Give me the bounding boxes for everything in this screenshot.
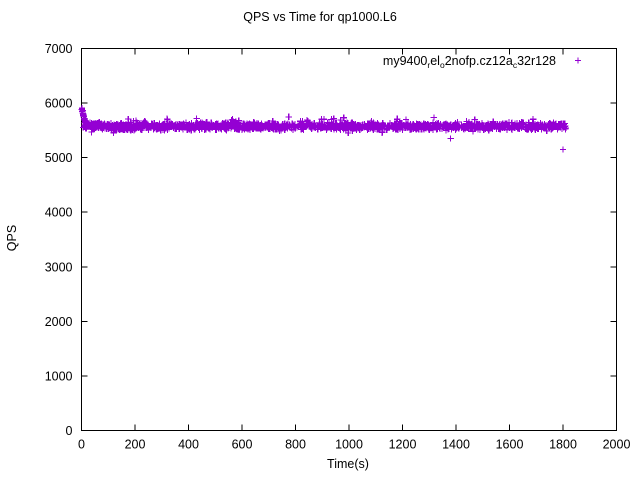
y-tick-label: 5000: [45, 151, 73, 165]
x-tick-label: 1400: [442, 438, 470, 452]
y-tick-label: 7000: [45, 42, 73, 56]
plot-frame-border: [81, 48, 617, 431]
chart-title: QPS vs Time for qp1000.L6: [243, 10, 397, 24]
y-tick-label: 1000: [45, 369, 73, 383]
x-tick-label: 1600: [496, 438, 524, 452]
legend-series-label: my9400relo2nofp.cz12ac32r128: [383, 54, 556, 70]
x-tick-label: 200: [125, 438, 146, 452]
y-tick-label: 3000: [45, 260, 73, 274]
x-tick-label: 2000: [603, 438, 631, 452]
data-point-layer: [78, 105, 569, 153]
y-tick-label: 4000: [45, 206, 73, 220]
x-tick-label: 600: [232, 438, 253, 452]
x-axis-tick-labels: 0 200 400 600 800 1000 1200 1400 1600 1800 2000: [78, 438, 630, 452]
y-axis-title: QPS: [5, 225, 19, 251]
legend-key-marker: [574, 57, 582, 64]
x-tick-label: 800: [285, 438, 306, 452]
y-tick-label: 0: [66, 424, 73, 438]
x-tick-label: 1800: [549, 438, 577, 452]
y-tick-label: 6000: [45, 97, 73, 111]
x-axis-title: Time(s): [327, 457, 369, 471]
legend[interactable]: my9400relo2nofp.cz12ac32r128: [383, 54, 582, 70]
x-tick-label: 1200: [389, 438, 417, 452]
x-tick-label: 1000: [335, 438, 363, 452]
y-tick-label: 2000: [45, 315, 73, 329]
x-tick-label: 0: [78, 438, 85, 452]
x-tick-label: 400: [178, 438, 199, 452]
y-axis-tick-labels: 0 1000 2000 3000 4000 5000 6000 7000: [45, 42, 73, 438]
